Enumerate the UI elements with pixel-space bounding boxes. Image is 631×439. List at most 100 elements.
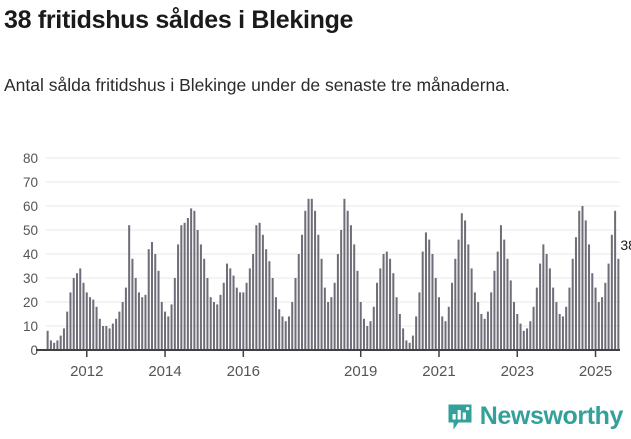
bar[interactable] — [281, 316, 284, 350]
bar[interactable] — [124, 287, 127, 350]
bar[interactable] — [346, 210, 349, 350]
bar[interactable] — [372, 306, 375, 350]
bar[interactable] — [320, 258, 323, 350]
bar[interactable] — [555, 302, 558, 350]
bar[interactable] — [362, 318, 365, 350]
bar[interactable] — [62, 328, 65, 350]
bar[interactable] — [92, 299, 95, 350]
bar[interactable] — [421, 251, 424, 350]
bar[interactable] — [411, 335, 414, 350]
bar[interactable] — [258, 222, 261, 350]
bar[interactable] — [291, 302, 294, 350]
bar[interactable] — [333, 282, 336, 350]
bar[interactable] — [464, 220, 467, 350]
bar[interactable] — [402, 328, 405, 350]
bar[interactable] — [118, 311, 121, 350]
bar[interactable] — [121, 302, 124, 350]
bar[interactable] — [548, 268, 551, 350]
bar[interactable] — [558, 314, 561, 350]
bar[interactable] — [147, 249, 150, 350]
bar[interactable] — [177, 244, 180, 350]
bar[interactable] — [565, 306, 568, 350]
bar[interactable] — [441, 316, 444, 350]
bar[interactable] — [294, 278, 297, 350]
bar[interactable] — [317, 234, 320, 350]
bar[interactable] — [584, 220, 587, 350]
bar[interactable] — [209, 297, 212, 350]
bar[interactable] — [144, 294, 147, 350]
bar[interactable] — [519, 323, 522, 350]
bar[interactable] — [340, 230, 343, 350]
bar[interactable] — [428, 239, 431, 350]
bar[interactable] — [532, 306, 535, 350]
bar[interactable] — [245, 282, 248, 350]
bar[interactable] — [477, 302, 480, 350]
bar[interactable] — [134, 278, 137, 350]
bar[interactable] — [206, 278, 209, 350]
bar[interactable] — [261, 234, 264, 350]
bar[interactable] — [239, 292, 242, 350]
bar[interactable] — [310, 198, 313, 350]
bar[interactable] — [56, 340, 59, 350]
bar[interactable] — [405, 340, 408, 350]
bar[interactable] — [170, 304, 173, 350]
bar[interactable] — [102, 326, 105, 350]
bar[interactable] — [493, 270, 496, 350]
bar[interactable] — [154, 254, 157, 350]
bar[interactable] — [160, 302, 163, 350]
bar[interactable] — [53, 342, 56, 350]
bar[interactable] — [610, 234, 613, 350]
bar[interactable] — [284, 321, 287, 350]
bar[interactable] — [506, 258, 509, 350]
bar[interactable] — [539, 263, 542, 350]
bar[interactable] — [105, 326, 108, 350]
bar[interactable] — [395, 297, 398, 350]
bar[interactable] — [196, 230, 199, 350]
bar[interactable] — [49, 340, 52, 350]
bar[interactable] — [314, 210, 317, 350]
bar[interactable] — [268, 261, 271, 350]
bar[interactable] — [297, 254, 300, 350]
bar[interactable] — [222, 282, 225, 350]
bar[interactable] — [167, 316, 170, 350]
bar[interactable] — [330, 297, 333, 350]
bar[interactable] — [369, 321, 372, 350]
bar[interactable] — [617, 258, 620, 350]
bar[interactable] — [597, 302, 600, 350]
bar[interactable] — [470, 268, 473, 350]
bar[interactable] — [164, 311, 167, 350]
bar[interactable] — [499, 225, 502, 350]
bar[interactable] — [72, 278, 75, 350]
bar[interactable] — [108, 328, 111, 350]
bar[interactable] — [601, 297, 604, 350]
bar[interactable] — [607, 263, 610, 350]
bar[interactable] — [183, 222, 186, 350]
bar[interactable] — [199, 244, 202, 350]
bar[interactable] — [451, 282, 454, 350]
bar[interactable] — [157, 270, 160, 350]
bar[interactable] — [385, 251, 388, 350]
bar[interactable] — [382, 254, 385, 350]
bar[interactable] — [66, 311, 69, 350]
bar[interactable] — [274, 297, 277, 350]
bar[interactable] — [434, 278, 437, 350]
bar[interactable] — [255, 225, 258, 350]
bar[interactable] — [193, 210, 196, 350]
bar[interactable] — [473, 292, 476, 350]
bar[interactable] — [150, 242, 153, 350]
bar[interactable] — [512, 302, 516, 350]
bar[interactable] — [568, 287, 571, 350]
bar[interactable] — [111, 323, 114, 350]
bar[interactable] — [89, 297, 92, 350]
bar[interactable] — [323, 287, 326, 350]
bar[interactable] — [219, 294, 222, 350]
bar[interactable] — [85, 292, 88, 350]
bar[interactable] — [542, 244, 545, 350]
bar[interactable] — [180, 225, 183, 350]
bar[interactable] — [614, 210, 617, 350]
bar[interactable] — [379, 268, 382, 350]
bar[interactable] — [278, 309, 281, 350]
bar[interactable] — [356, 270, 359, 350]
bar[interactable] — [216, 304, 219, 350]
bar[interactable] — [486, 311, 489, 350]
